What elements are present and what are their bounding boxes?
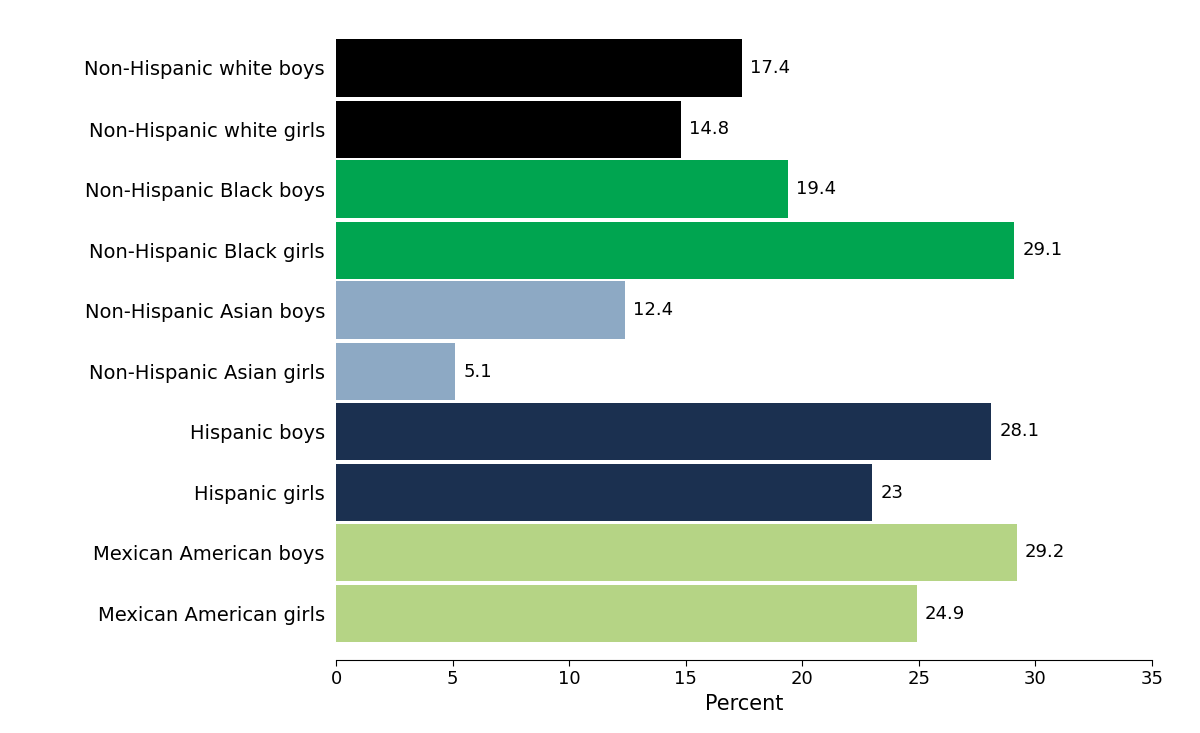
Bar — [336, 221, 1014, 279]
Text: 14.8: 14.8 — [689, 120, 730, 139]
Text: 28.1: 28.1 — [1000, 422, 1039, 441]
Text: 19.4: 19.4 — [797, 180, 836, 198]
Text: 12.4: 12.4 — [634, 301, 673, 319]
Bar — [336, 585, 917, 643]
Text: 23: 23 — [881, 484, 904, 501]
Bar — [336, 161, 788, 218]
Bar — [336, 281, 625, 339]
Bar — [336, 39, 742, 97]
Bar — [336, 343, 455, 400]
Bar — [336, 464, 872, 521]
Bar — [336, 524, 1016, 581]
Text: 29.2: 29.2 — [1025, 543, 1066, 561]
X-axis label: Percent: Percent — [704, 693, 784, 714]
Bar — [336, 402, 991, 460]
Text: 24.9: 24.9 — [925, 605, 965, 623]
Text: 17.4: 17.4 — [750, 59, 790, 77]
Text: 29.1: 29.1 — [1022, 241, 1063, 259]
Bar — [336, 100, 682, 158]
Text: 5.1: 5.1 — [463, 363, 492, 380]
